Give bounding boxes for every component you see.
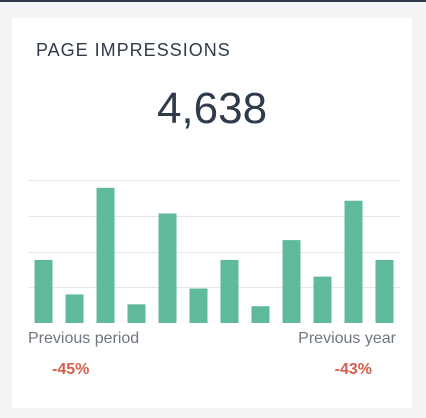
bar [313, 276, 332, 323]
bar [375, 259, 394, 323]
previous-year-change: -43% [334, 361, 372, 378]
bar [344, 200, 363, 323]
bar [251, 306, 270, 323]
previous-period-change: -45% [52, 361, 90, 378]
previous-year-label: Previous year [298, 330, 396, 347]
bar [189, 288, 208, 323]
widget-value: 4,638 [156, 84, 268, 133]
bar [65, 294, 84, 323]
bar [282, 240, 301, 323]
page-impressions-card: PAGE IMPRESSIONS 4,638 Previous period P… [12, 18, 412, 408]
bar [96, 187, 115, 323]
bar [158, 213, 177, 323]
bar [34, 259, 53, 323]
widget-title: PAGE IMPRESSIONS [36, 40, 231, 60]
previous-period-label: Previous period [28, 330, 140, 347]
top-border-line [0, 0, 426, 2]
bar-chart [28, 180, 400, 323]
bar [220, 259, 239, 323]
bar [127, 304, 146, 323]
